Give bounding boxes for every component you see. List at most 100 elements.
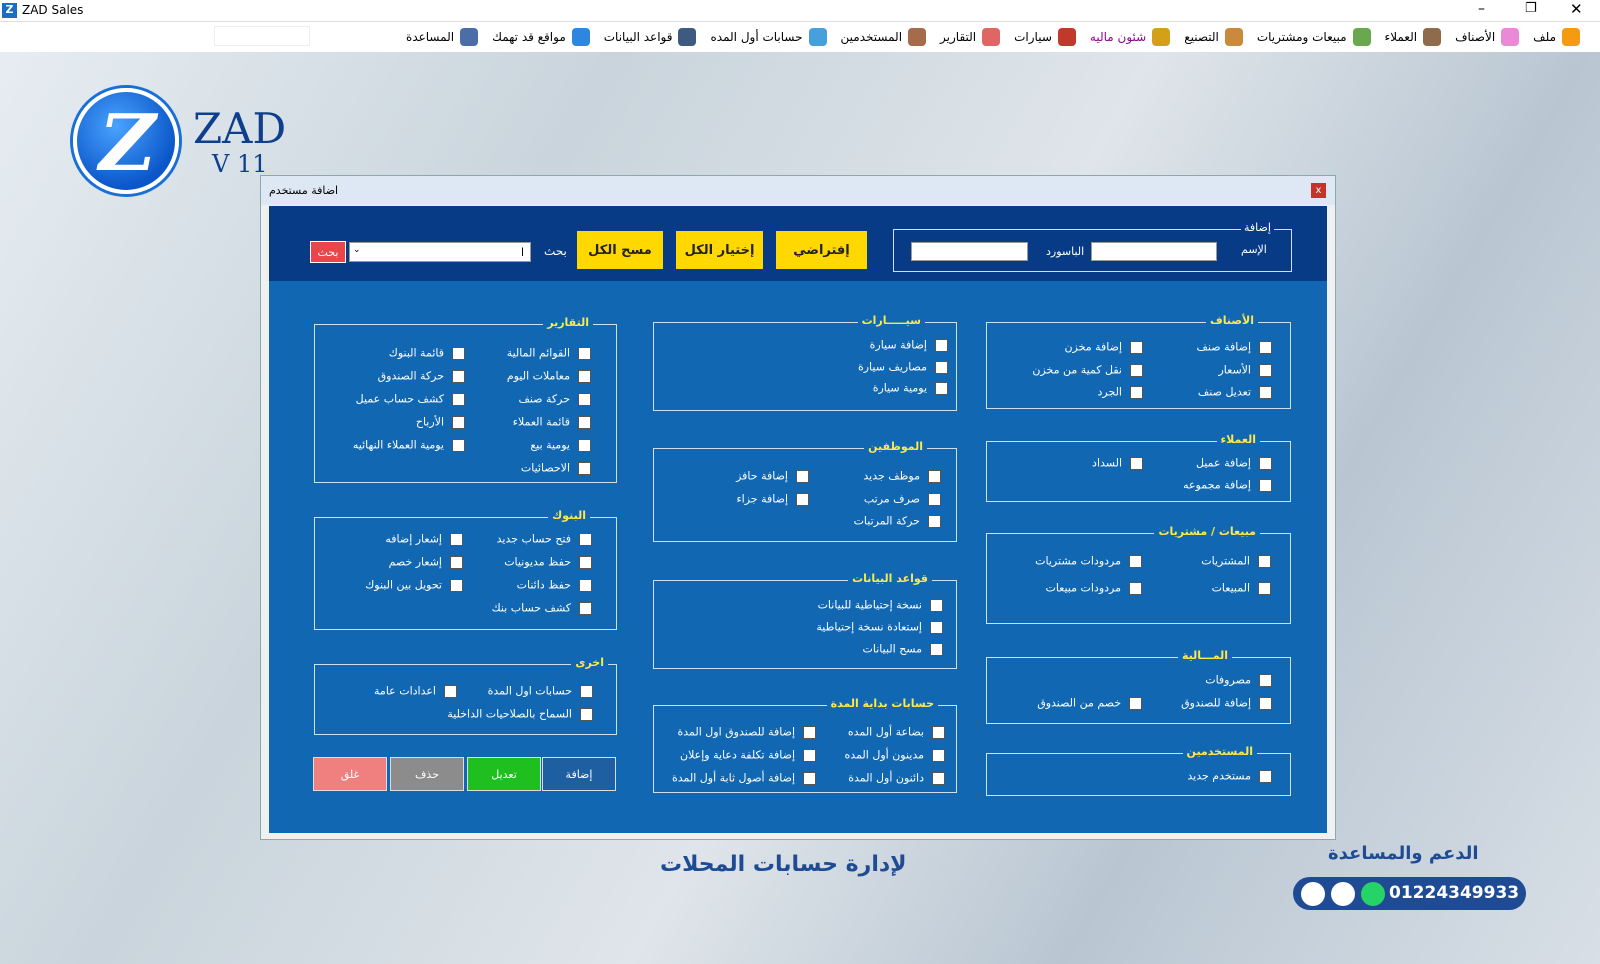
password-label: الباسورد <box>1046 245 1085 258</box>
action-button[interactable]: حذف <box>390 757 464 791</box>
action-button[interactable]: غلق <box>313 757 387 791</box>
permission-checkbox[interactable] <box>930 643 943 656</box>
permission-checkbox[interactable] <box>452 370 465 383</box>
menu-item[interactable]: المساعدة <box>406 28 479 46</box>
permission-checkbox[interactable] <box>932 772 945 785</box>
permission-checkbox[interactable] <box>928 470 941 483</box>
menu-item[interactable]: مبيعات ومشتريات <box>1257 28 1371 46</box>
permission-checkbox[interactable] <box>450 579 463 592</box>
permission-checkbox[interactable] <box>932 726 945 739</box>
permission-checkbox[interactable] <box>578 393 591 406</box>
permission-checkbox[interactable] <box>578 439 591 452</box>
permission-checkbox[interactable] <box>930 599 943 612</box>
permission-checkbox[interactable] <box>580 708 593 721</box>
permission-checkbox[interactable] <box>932 749 945 762</box>
permission-checkbox[interactable] <box>580 685 593 698</box>
permission-checkbox[interactable] <box>1129 697 1142 710</box>
permission-checkbox[interactable] <box>1130 341 1143 354</box>
header-button[interactable]: إفتراضي <box>776 231 867 269</box>
permission-checkbox[interactable] <box>1259 770 1272 783</box>
group-box <box>986 533 1291 624</box>
close[interactable]: ✕ <box>1570 0 1583 18</box>
menu-icon <box>1562 28 1580 46</box>
action-button[interactable]: إضافة <box>542 757 616 791</box>
minimize[interactable]: – <box>1478 1 1485 17</box>
phone-number: 01224349933 <box>1389 883 1520 903</box>
permission-label: القوائم المالية <box>506 346 570 360</box>
permission-checkbox[interactable] <box>579 533 592 546</box>
permission-checkbox[interactable] <box>930 621 943 634</box>
menu-icon <box>908 28 927 46</box>
permission-checkbox[interactable] <box>803 726 816 739</box>
permission-checkbox[interactable] <box>935 360 948 374</box>
search-select[interactable]: ا ⌄ <box>349 242 531 262</box>
action-button[interactable]: تعديل <box>467 757 541 791</box>
permission-checkbox[interactable] <box>1259 457 1272 470</box>
permission-checkbox[interactable] <box>450 533 463 546</box>
name-input[interactable] <box>1091 242 1217 261</box>
menu-item[interactable]: شئون ماليه <box>1090 28 1171 46</box>
permission-checkbox[interactable] <box>579 556 592 569</box>
search-value: ا <box>520 246 524 259</box>
permission-checkbox[interactable] <box>1130 363 1143 377</box>
permission-checkbox[interactable] <box>803 772 816 785</box>
permission-checkbox[interactable] <box>1259 341 1272 354</box>
permission-checkbox[interactable] <box>928 515 941 528</box>
permission-checkbox[interactable] <box>578 370 591 383</box>
permission-checkbox[interactable] <box>579 579 592 592</box>
permission-checkbox[interactable] <box>1258 555 1271 568</box>
permission-checkbox[interactable] <box>578 347 591 360</box>
search-button[interactable]: بحث <box>310 241 346 263</box>
permission-checkbox[interactable] <box>1259 479 1272 492</box>
permission-checkbox[interactable] <box>935 339 948 352</box>
permission-checkbox[interactable] <box>450 556 463 569</box>
menu-item[interactable]: الأصناف <box>1455 28 1520 46</box>
telegram-icon[interactable] <box>1331 882 1355 906</box>
permission-checkbox[interactable] <box>579 602 592 615</box>
menu-item[interactable]: التقارير <box>940 28 1001 46</box>
menu-item[interactable]: قواعد البيانات <box>604 28 697 46</box>
menu-item[interactable]: العملاء <box>1385 28 1442 46</box>
password-input[interactable] <box>911 242 1028 261</box>
permission-checkbox[interactable] <box>452 347 465 360</box>
permission-checkbox[interactable] <box>796 470 809 483</box>
permission-checkbox[interactable] <box>796 492 809 506</box>
menu-item[interactable]: سيارات <box>1014 28 1076 46</box>
header-button[interactable]: مسح الكل <box>577 231 663 269</box>
permission-checkbox[interactable] <box>1259 363 1272 377</box>
permission-checkbox[interactable] <box>578 416 591 429</box>
permission-checkbox[interactable] <box>452 393 465 406</box>
header-button[interactable]: إختيار الكل <box>676 231 763 269</box>
permission-label: حسابات اول المدة <box>487 684 572 698</box>
permission-checkbox[interactable] <box>1259 674 1272 687</box>
menu-item[interactable]: مواقع قد تهمك <box>492 28 590 46</box>
permission-checkbox[interactable] <box>578 462 591 475</box>
restore[interactable]: ❐ <box>1525 1 1537 16</box>
menu-item[interactable]: حسابات أول المده <box>710 28 827 46</box>
permission-checkbox[interactable] <box>1129 555 1142 568</box>
tagline: لإدارة حسابات المحلات <box>660 852 907 877</box>
phone-icon[interactable] <box>1301 882 1325 906</box>
menu-item[interactable]: ملف <box>1533 28 1580 46</box>
permission-checkbox[interactable] <box>1258 582 1271 595</box>
permission-label: مصروفات <box>1205 673 1251 687</box>
dialog-close[interactable]: x <box>1311 183 1326 198</box>
permission-checkbox[interactable] <box>452 416 465 429</box>
permission-checkbox[interactable] <box>1130 457 1143 470</box>
permission-checkbox[interactable] <box>928 492 941 506</box>
menu-icon <box>1352 28 1371 46</box>
permission-checkbox[interactable] <box>935 382 948 395</box>
menu-item[interactable]: التصنيع <box>1184 28 1243 46</box>
menu-icon <box>1501 28 1520 46</box>
group-title: المـــالية <box>1178 649 1232 662</box>
menu-icon <box>571 28 590 46</box>
permission-checkbox[interactable] <box>1129 582 1142 595</box>
permission-checkbox[interactable] <box>452 439 465 452</box>
menu-item[interactable]: المستخدمين <box>841 28 927 46</box>
permission-checkbox[interactable] <box>1259 386 1272 399</box>
whatsapp-icon[interactable] <box>1361 882 1385 906</box>
permission-checkbox[interactable] <box>444 685 457 698</box>
permission-checkbox[interactable] <box>1259 697 1272 710</box>
permission-checkbox[interactable] <box>803 749 816 762</box>
permission-checkbox[interactable] <box>1130 386 1143 399</box>
